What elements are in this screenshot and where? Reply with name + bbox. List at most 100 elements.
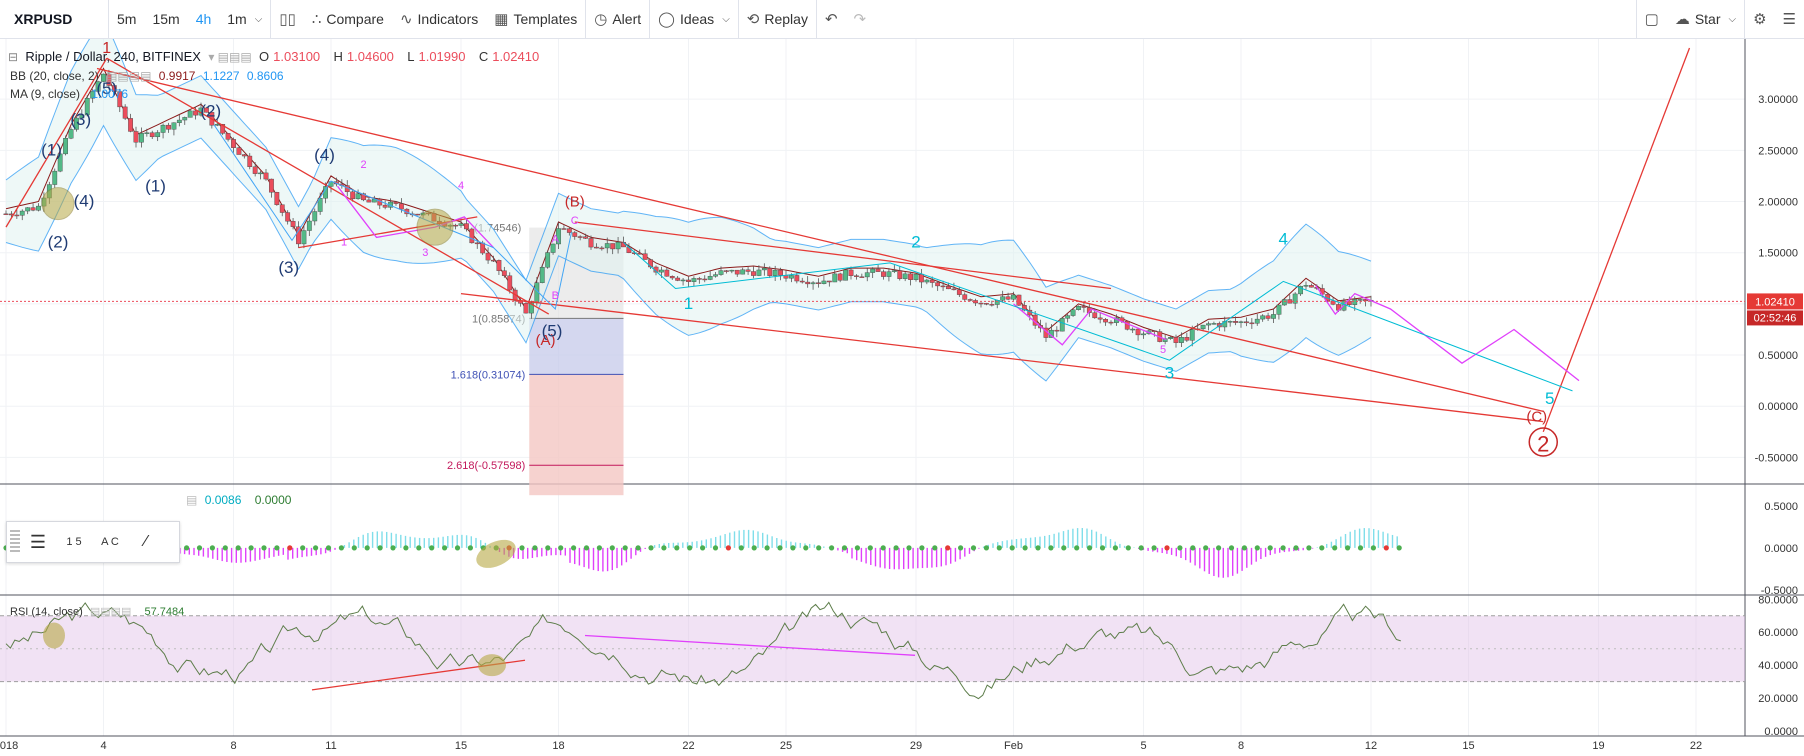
indicators-button[interactable]: ∿ Indicators	[392, 0, 486, 38]
wave-sub-label: (2)	[200, 102, 221, 121]
last-price-badge-text: 1.02410	[1755, 296, 1795, 308]
candle-body	[464, 223, 469, 230]
settings-button[interactable]: ⚙	[1745, 0, 1774, 38]
ideas-button[interactable]: ◯ Ideas ⌵	[650, 0, 738, 38]
macd-zero-dot	[764, 545, 770, 551]
candle-body	[864, 272, 870, 278]
candle-body	[967, 299, 973, 301]
candle-body	[1005, 296, 1011, 300]
candle-body	[361, 193, 366, 201]
star-layout-button[interactable]: ☁ Star ⌵	[1667, 0, 1744, 38]
candle-body	[572, 232, 578, 237]
candle-body	[485, 252, 491, 261]
candle-body	[729, 269, 735, 272]
alert-button[interactable]: ◷ Alert	[586, 0, 649, 38]
candle-body	[821, 280, 827, 284]
candle-body	[550, 243, 556, 253]
candle-body	[1233, 321, 1238, 323]
symbol-search-button[interactable]: XRPUSD	[14, 11, 73, 27]
interval-4h-button[interactable]: 4h	[195, 11, 212, 27]
rsi-tick-label: 20.0000	[1758, 693, 1798, 705]
candle-body	[1238, 321, 1244, 323]
legend-collapse-icon[interactable]: ⊟	[8, 50, 19, 64]
templates-button[interactable]: ▦ Templates	[486, 0, 585, 38]
macd-zero-dot	[1357, 545, 1364, 551]
candle-body	[1211, 323, 1217, 325]
candle-body	[182, 117, 188, 121]
line-style-button[interactable]: ☰	[20, 526, 56, 558]
interval-15m-button[interactable]: 15m	[152, 11, 180, 27]
chart-type-button[interactable]: ▯▯	[271, 0, 304, 38]
rsi-line	[5, 601, 1401, 700]
candle-body	[870, 268, 876, 273]
candle-body	[1184, 337, 1190, 341]
macd-zero-dot	[983, 545, 990, 551]
candle-body	[724, 270, 729, 272]
macd-legend: ▤ 0.0086 0.0000	[186, 493, 295, 507]
compare-button[interactable]: ∴ Compare	[304, 0, 392, 38]
fib-wave-tool-button[interactable]: 1 5	[56, 526, 92, 558]
undo-button[interactable]: ↶	[817, 0, 846, 38]
wave-small-label: 2	[360, 159, 366, 171]
trendline-tool-button[interactable]: ∕	[128, 526, 164, 558]
drag-handle[interactable]	[10, 530, 20, 554]
wave-sub-label: (1)	[41, 140, 62, 159]
candle-body	[1103, 318, 1108, 323]
interval-1m-button[interactable]: 1m ⌵	[219, 0, 270, 38]
redo-button[interactable]: ↷	[846, 0, 875, 38]
legend-actions-icon[interactable]: ▾ ▤▤▤	[208, 50, 252, 64]
candle-body	[285, 212, 291, 222]
fib-label: 2.618(-0.57598)	[447, 460, 525, 472]
candle-body	[594, 246, 599, 249]
macd-zero-dot	[442, 545, 448, 551]
time-tick-label: 8	[230, 740, 236, 751]
candle-body	[637, 253, 643, 255]
candle-body	[1092, 312, 1098, 319]
more-button[interactable]: ☰	[1775, 0, 1804, 38]
candle-body	[90, 91, 96, 99]
trendline-icon: ∕	[144, 533, 148, 550]
chart-area[interactable]: 1(0.85874) 1.618(0.31074) 2.618(-0.57598)(…	[0, 15, 1804, 752]
wave-major-1-label: 1	[102, 40, 111, 57]
bb-label: BB (20, close, 2)	[10, 69, 99, 83]
bb-actions-icon[interactable]: ▤▤▤▤	[106, 69, 152, 83]
toolbar-divider	[585, 0, 587, 38]
candle-body	[106, 73, 112, 86]
candle-body	[290, 220, 296, 227]
time-tick-label: 4	[100, 740, 106, 751]
wave-teal-label: 1	[684, 294, 693, 313]
replay-button[interactable]: ⟲ Replay	[739, 0, 816, 38]
abc-wave-tool-button[interactable]: A C	[92, 526, 128, 558]
chart-canvas[interactable]: 1(0.85874)1.618(0.31074)2.618(-0.57598)(…	[0, 15, 1804, 752]
macd-zero-dot	[1306, 545, 1312, 551]
macd-zero-dot	[622, 545, 628, 551]
templates-icon: ▦	[494, 11, 509, 28]
macd-zero-dot	[1345, 545, 1351, 551]
candle-body	[252, 166, 258, 174]
macd-zero-dot	[209, 545, 215, 551]
candle-body	[989, 304, 995, 306]
teal-wave-path	[623, 242, 1573, 392]
candle-body	[924, 279, 930, 283]
rsi-actions-icon[interactable]: ▤▤▤▤	[89, 606, 132, 618]
ma-legend: MA (9, close) 1.0076	[10, 87, 132, 101]
candle-body	[453, 224, 458, 227]
wave-a-label: (A)	[536, 332, 556, 349]
candle-body	[133, 131, 139, 143]
candle-body	[805, 281, 811, 285]
replay-label: Replay	[764, 11, 808, 27]
highlight-circle	[416, 208, 454, 246]
candle-body	[241, 154, 247, 157]
macd-zero-dot	[287, 545, 293, 551]
macd-actions-icon[interactable]: ▤	[186, 493, 198, 507]
undo-icon: ↶	[824, 11, 838, 28]
candle-body	[734, 269, 740, 275]
major-trendline-lower	[460, 293, 1544, 423]
candle-body	[139, 133, 144, 143]
candle-body	[897, 270, 903, 279]
interval-5m-button[interactable]: 5m	[117, 11, 137, 27]
fullscreen-button[interactable]: ▢	[1637, 0, 1667, 38]
candle-body	[491, 259, 496, 262]
macd-zero-dot	[661, 545, 667, 551]
macd-zero-dot	[274, 545, 280, 551]
